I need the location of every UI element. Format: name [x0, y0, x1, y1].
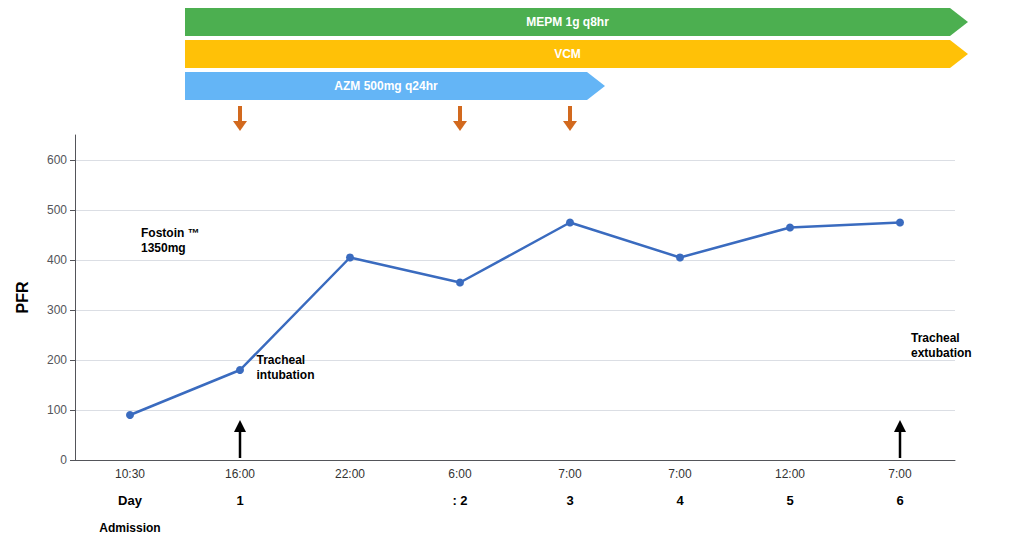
svg-text:MEPM 1g q8hr: MEPM 1g q8hr	[526, 15, 609, 29]
svg-text:300: 300	[47, 303, 67, 317]
svg-text:6:00: 6:00	[448, 467, 472, 481]
svg-text:200: 200	[47, 353, 67, 367]
svg-text:AZM 500mg q24hr: AZM 500mg q24hr	[334, 79, 438, 93]
svg-text:7:00: 7:00	[888, 467, 912, 481]
svg-text:: 2: : 2	[452, 493, 467, 508]
svg-text:0: 0	[60, 453, 67, 467]
svg-text:22:00: 22:00	[335, 467, 365, 481]
svg-text:16:00: 16:00	[225, 467, 255, 481]
svg-text:7:00: 7:00	[558, 467, 582, 481]
svg-text:Tracheal: Tracheal	[911, 331, 960, 345]
svg-text:400: 400	[47, 253, 67, 267]
svg-text:Fostoin ™: Fostoin ™	[141, 226, 200, 240]
svg-text:7:00: 7:00	[668, 467, 692, 481]
svg-text:600: 600	[47, 153, 67, 167]
svg-text:100: 100	[47, 403, 67, 417]
svg-text:VCM: VCM	[554, 47, 581, 61]
svg-text:6: 6	[896, 493, 903, 508]
svg-text:PFR: PFR	[14, 281, 31, 313]
svg-text:3: 3	[566, 493, 573, 508]
svg-text:extubation: extubation	[911, 346, 972, 360]
svg-text:5: 5	[786, 493, 793, 508]
svg-text:10:30: 10:30	[115, 467, 145, 481]
svg-text:500: 500	[47, 203, 67, 217]
svg-text:Day: Day	[118, 493, 143, 508]
svg-text:1: 1	[236, 493, 243, 508]
svg-text:12:00: 12:00	[775, 467, 805, 481]
svg-text:4: 4	[676, 493, 684, 508]
svg-text:Tracheal: Tracheal	[257, 353, 306, 367]
svg-text:Admission: Admission	[99, 521, 160, 535]
svg-text:1350mg: 1350mg	[141, 241, 186, 255]
svg-text:intubation: intubation	[257, 368, 315, 382]
